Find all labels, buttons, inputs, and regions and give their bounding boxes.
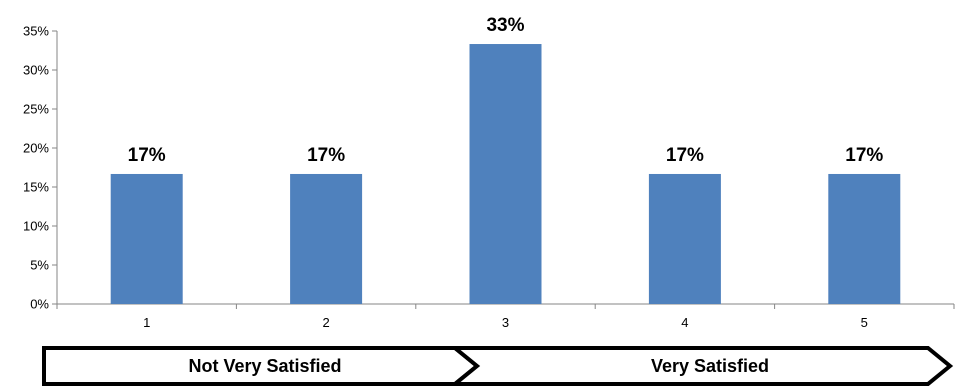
x-tick-label: 1 <box>143 315 150 330</box>
x-tick-label: 2 <box>322 315 329 330</box>
y-axis: 0% 5% 10% 15% 20% 25% 30% 35% <box>23 24 58 312</box>
bar-1 <box>110 173 183 304</box>
scale-arrow-right <box>449 346 954 386</box>
y-tick-label: 30% <box>23 63 49 78</box>
x-tick-label: 5 <box>861 315 868 330</box>
scale-label-low: Not Very Satisfied <box>188 356 341 376</box>
data-label: 17% <box>845 145 883 166</box>
y-tick-label: 0% <box>30 297 49 312</box>
data-label: 17% <box>666 145 704 166</box>
scale-label-high: Very Satisfied <box>651 356 769 376</box>
y-tick-label: 15% <box>23 180 49 195</box>
y-tick-label: 25% <box>23 102 49 117</box>
data-label: 17% <box>307 145 345 166</box>
bars <box>110 44 901 304</box>
y-tick-label: 35% <box>23 24 49 39</box>
bar-5 <box>828 173 901 304</box>
data-label: 17% <box>128 145 166 166</box>
bar-2 <box>290 173 363 304</box>
data-labels: 17% 17% 33% 17% 17% <box>128 15 884 166</box>
y-tick-label: 20% <box>23 141 49 156</box>
x-tick-label: 4 <box>681 315 688 330</box>
x-tick-label: 3 <box>502 315 509 330</box>
data-label: 33% <box>486 15 524 36</box>
x-axis: 1 2 3 4 5 <box>56 303 955 330</box>
bar-3 <box>469 44 542 304</box>
satisfaction-scale-arrow: Not Very Satisfied Very Satisfied <box>42 346 954 386</box>
y-tick-label: 5% <box>30 258 49 273</box>
y-tick-label: 10% <box>23 219 49 234</box>
bar-4 <box>648 173 721 304</box>
